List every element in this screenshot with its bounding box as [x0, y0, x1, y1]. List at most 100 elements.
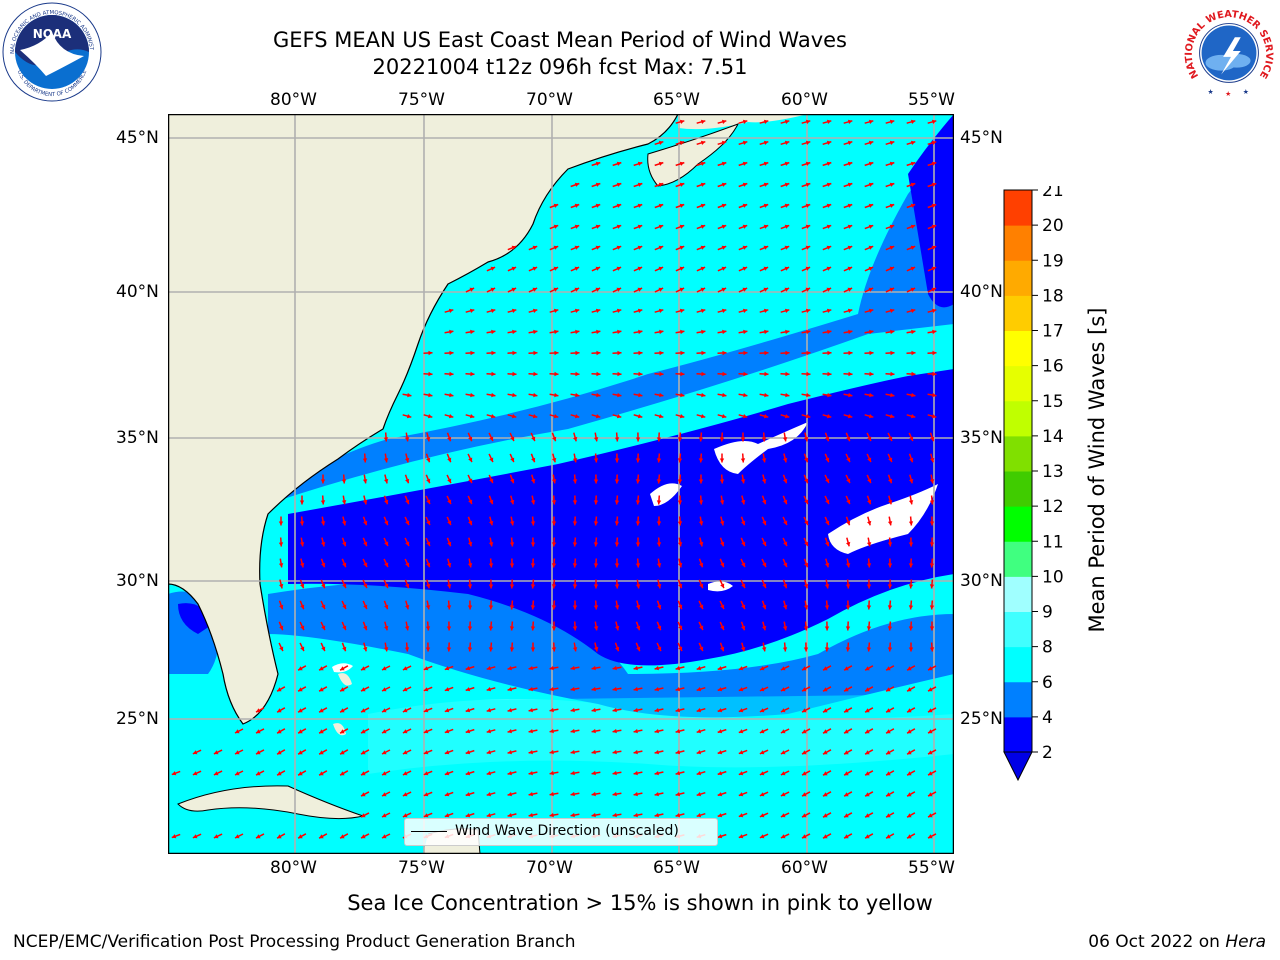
wind-wave-arrow: [906, 140, 916, 146]
wind-wave-arrow: [822, 161, 832, 167]
wind-wave-arrow: [717, 833, 727, 839]
colorbar-label: Mean Period of Wind Waves [s]: [1085, 307, 1109, 633]
wind-wave-arrow: [906, 707, 916, 713]
colorbar-swatch: [1004, 576, 1032, 612]
wind-wave-arrow: [402, 749, 412, 755]
wind-wave-arrow: [929, 621, 935, 631]
land-nova-scotia: [647, 124, 738, 186]
wind-wave-arrow: [822, 224, 832, 230]
wind-wave-arrow: [803, 537, 809, 547]
wind-wave-arrow: [654, 687, 664, 692]
wind-wave-arrow: [804, 432, 809, 442]
wind-wave-arrow: [908, 579, 914, 589]
wind-wave-arrow: [864, 308, 874, 313]
wind-wave-arrow: [738, 161, 748, 167]
wind-wave-arrow: [782, 537, 788, 547]
wind-wave-arrow: [780, 812, 790, 818]
wind-wave-arrow: [654, 350, 664, 356]
wind-wave-arrow: [381, 749, 391, 755]
wind-wave-arrow: [845, 432, 851, 442]
wind-wave-arrow: [864, 329, 874, 335]
wind-wave-arrow: [570, 812, 580, 818]
wind-wave-arrow: [761, 558, 767, 568]
wind-wave-arrow: [486, 371, 496, 377]
wind-wave-arrow: [719, 537, 725, 547]
wind-wave-arrow: [551, 642, 557, 652]
wind-wave-arrow: [363, 495, 368, 505]
wind-wave-arrow: [864, 287, 874, 293]
sea-ice-note: Sea Ice Concentration > 15% is shown in …: [347, 891, 933, 915]
wind-wave-arrow: [759, 308, 769, 313]
lon-label-bottom-70w: 70°W: [526, 858, 573, 878]
wind-wave-arrow: [741, 642, 746, 652]
wind-wave-arrow: [635, 432, 641, 442]
wind-wave-arrow: [719, 621, 725, 631]
wind-wave-arrow: [801, 371, 811, 377]
wind-wave-arrow: [423, 350, 433, 356]
wind-wave-arrow: [657, 579, 662, 589]
wind-wave-arrow: [612, 182, 622, 188]
wind-wave-arrow: [486, 666, 496, 671]
wind-wave-arrow: [822, 308, 832, 313]
wind-wave-arrow: [507, 750, 517, 755]
wind-wave-arrow: [906, 686, 916, 692]
wind-wave-arrow: [320, 474, 326, 484]
wind-wave-arrow: [593, 474, 599, 484]
lat-label-right-40n: 40°N: [960, 282, 1003, 302]
wind-wave-arrow: [321, 537, 326, 547]
lon-label-bottom-65w: 65°W: [653, 858, 700, 878]
wind-wave-arrow: [801, 812, 811, 818]
wind-wave-arrow: [383, 558, 389, 568]
wind-wave-arrow: [822, 182, 832, 188]
wind-wave-arrow: [402, 707, 412, 713]
wind-wave-arrow: [906, 161, 916, 167]
wind-wave-arrow: [761, 516, 767, 526]
wind-wave-arrow: [486, 708, 496, 713]
wind-wave-arrow: [927, 161, 937, 167]
wind-wave-arrow: [614, 432, 620, 442]
wind-wave-arrow: [467, 621, 473, 631]
wind-wave-arrow: [803, 621, 809, 631]
wind-wave-arrow: [383, 537, 389, 547]
wind-wave-arrow: [192, 833, 202, 839]
wind-wave-arrow: [843, 329, 853, 335]
wind-wave-arrow: [551, 600, 557, 610]
wind-wave-arrow: [698, 579, 704, 589]
wind-wave-arrow: [927, 749, 937, 755]
colorbar-tick-label: 4: [1042, 708, 1053, 728]
wind-wave-arrow: [509, 432, 515, 442]
wind-wave-arrow: [696, 392, 706, 398]
wind-wave-arrow: [696, 414, 706, 419]
wind-wave-arrow: [509, 642, 515, 652]
wind-wave-arrow: [465, 414, 475, 419]
wind-wave-arrow: [486, 392, 496, 398]
lon-label-bottom-55w: 55°W: [908, 858, 955, 878]
wind-wave-arrow: [738, 392, 748, 398]
wind-wave-arrow: [909, 474, 914, 484]
wind-wave-arrow: [822, 392, 832, 398]
wind-wave-arrow: [780, 203, 790, 209]
wind-wave-arrow: [299, 621, 305, 631]
wind-wave-arrow: [318, 749, 328, 755]
wind-wave-arrow: [276, 833, 286, 839]
wind-wave-arrow: [801, 308, 811, 313]
wind-wave-arrow: [906, 203, 916, 209]
wind-wave-arrow: [591, 707, 601, 713]
wind-wave-arrow: [738, 119, 748, 124]
wind-wave-arrow: [635, 453, 641, 463]
wind-wave-arrow: [528, 708, 538, 713]
wind-wave-arrow: [759, 266, 769, 272]
wind-wave-arrow: [360, 665, 370, 671]
wind-wave-arrow: [488, 537, 494, 547]
wind-wave-arrow: [255, 707, 265, 713]
lon-label-top-80w: 80°W: [270, 90, 317, 110]
wind-wave-arrow: [362, 600, 368, 610]
wind-wave-arrow: [402, 791, 412, 797]
wind-wave-arrow: [654, 371, 664, 377]
wind-wave-arrow: [843, 350, 853, 356]
wind-wave-arrow: [486, 771, 496, 776]
colorbar-swatch: [1004, 435, 1032, 472]
colorbar-tick-label: 20: [1042, 216, 1064, 236]
wind-wave-arrow: [612, 224, 622, 230]
wind-wave-arrow: [822, 707, 832, 713]
